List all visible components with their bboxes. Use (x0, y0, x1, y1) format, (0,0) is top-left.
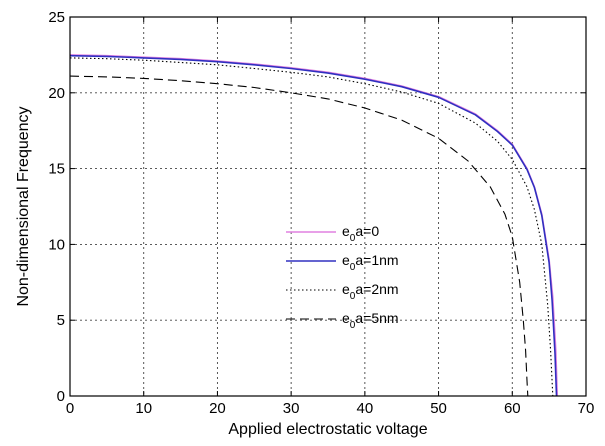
grid (70, 17, 586, 396)
y-tick-label: 15 (48, 161, 65, 178)
x-tick-label: 40 (357, 400, 374, 417)
x-tick-label: 30 (283, 400, 300, 417)
ticks: 0 10 20 30 40 50 60 70 0 5 10 15 20 25 (48, 9, 594, 417)
series-line (69, 57, 554, 397)
y-tick-label: 20 (48, 85, 65, 102)
legend: e0a=0 e0a=1nm e0a=2nm e0a=5nm (286, 223, 399, 331)
legend-label: e0a=0 (342, 223, 379, 244)
legend-label: e0a=2nm (342, 281, 399, 302)
series-line (69, 75, 529, 397)
x-tick-label: 0 (66, 400, 74, 417)
legend-label: e0a=1nm (342, 252, 399, 273)
x-tick-label: 10 (135, 400, 152, 417)
plot-frame (69, 16, 587, 397)
y-axis-label: Non-dimensional Frequency (15, 106, 32, 306)
x-tick-label: 20 (209, 400, 226, 417)
y-tick-label: 25 (48, 9, 65, 26)
x-tick-label: 70 (578, 400, 595, 417)
x-tick-label: 60 (504, 400, 521, 417)
series-lines (69, 54, 559, 397)
x-tick-label: 50 (430, 400, 447, 417)
series-line (69, 54, 558, 397)
x-axis-label: Applied electrostatic voltage (228, 421, 427, 438)
y-tick-label: 0 (57, 388, 65, 405)
y-tick-label: 5 (57, 312, 65, 329)
legend-label: e0a=5nm (342, 310, 399, 331)
y-tick-label: 10 (48, 236, 65, 253)
